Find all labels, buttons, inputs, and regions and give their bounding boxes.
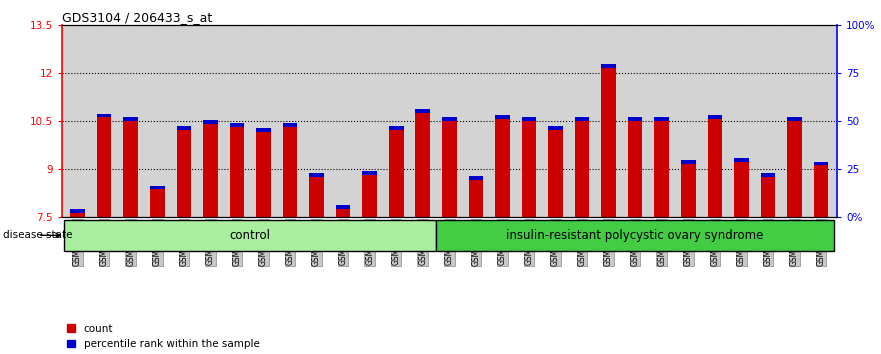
Bar: [230, 127, 244, 217]
Bar: [64, 219, 436, 251]
Bar: [70, 213, 85, 217]
Bar: [655, 117, 669, 121]
Text: control: control: [230, 229, 270, 242]
Bar: [548, 130, 563, 217]
Bar: [469, 180, 483, 217]
Legend: count, percentile rank within the sample: count, percentile rank within the sample: [67, 324, 259, 349]
Bar: [707, 119, 722, 217]
Bar: [495, 115, 510, 119]
Bar: [760, 173, 775, 177]
Bar: [442, 117, 456, 121]
Text: insulin-resistant polycystic ovary syndrome: insulin-resistant polycystic ovary syndr…: [507, 229, 764, 242]
Bar: [362, 171, 377, 175]
Bar: [336, 209, 351, 217]
Bar: [734, 162, 749, 217]
Bar: [787, 117, 802, 121]
Bar: [416, 109, 430, 113]
Bar: [655, 121, 669, 217]
Bar: [97, 114, 112, 118]
Bar: [123, 117, 138, 121]
Bar: [628, 117, 642, 121]
Bar: [230, 123, 244, 127]
Bar: [760, 177, 775, 217]
Bar: [256, 132, 270, 217]
Bar: [336, 205, 351, 209]
Bar: [283, 127, 297, 217]
Bar: [814, 161, 828, 165]
Bar: [309, 177, 324, 217]
Bar: [123, 121, 138, 217]
Bar: [416, 113, 430, 217]
Bar: [70, 210, 85, 213]
Bar: [574, 117, 589, 121]
Bar: [707, 115, 722, 119]
Bar: [150, 189, 165, 217]
Bar: [442, 121, 456, 217]
Bar: [203, 124, 218, 217]
Text: GDS3104 / 206433_s_at: GDS3104 / 206433_s_at: [62, 11, 212, 24]
Bar: [681, 164, 696, 217]
Bar: [602, 68, 616, 217]
Bar: [203, 120, 218, 124]
Bar: [362, 175, 377, 217]
Bar: [602, 64, 616, 68]
Text: disease state: disease state: [4, 230, 73, 240]
Bar: [548, 126, 563, 130]
Bar: [309, 173, 324, 177]
Bar: [469, 176, 483, 180]
Bar: [495, 119, 510, 217]
Bar: [389, 130, 403, 217]
Bar: [628, 121, 642, 217]
Bar: [150, 185, 165, 189]
Bar: [256, 128, 270, 132]
Bar: [574, 121, 589, 217]
Bar: [283, 123, 297, 127]
Bar: [734, 158, 749, 162]
Bar: [97, 118, 112, 217]
Bar: [389, 126, 403, 130]
Bar: [787, 121, 802, 217]
Bar: [522, 121, 537, 217]
Bar: [176, 130, 191, 217]
Bar: [522, 117, 537, 121]
Bar: [681, 160, 696, 164]
Bar: [176, 126, 191, 130]
Bar: [436, 219, 834, 251]
Bar: [814, 165, 828, 217]
